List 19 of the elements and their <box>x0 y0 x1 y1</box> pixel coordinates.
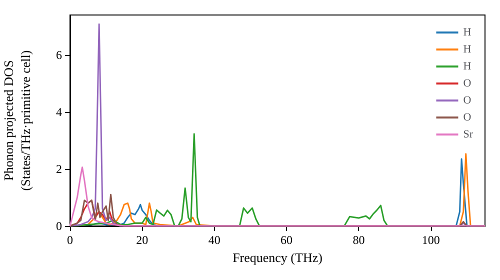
x-tick-label: 100 <box>422 233 440 247</box>
legend-label: O <box>463 94 472 106</box>
x-tick-label: 0 <box>67 233 73 247</box>
y-axis-title: Phonon projected DOS (States/THz·primitive cell) <box>1 50 33 191</box>
y-tick-label: 2 <box>56 162 62 176</box>
legend-label: H <box>463 26 472 38</box>
y-tick-label: 6 <box>56 48 62 62</box>
legend-label: H <box>463 60 472 72</box>
y-tick-label: 0 <box>56 219 62 233</box>
legend-label: H <box>463 44 472 56</box>
x-tick-label: 80 <box>352 233 365 247</box>
x-tick-label: 60 <box>280 233 293 247</box>
x-tick-label: 40 <box>208 233 220 247</box>
legend-label: Sr <box>463 128 474 140</box>
y-tick-label: 4 <box>56 104 62 119</box>
legend-label: O <box>463 78 472 90</box>
x-tick-label: 20 <box>136 233 148 247</box>
legend-label: O <box>463 112 472 124</box>
x-axis-title: Frequency (THz) <box>232 250 322 265</box>
